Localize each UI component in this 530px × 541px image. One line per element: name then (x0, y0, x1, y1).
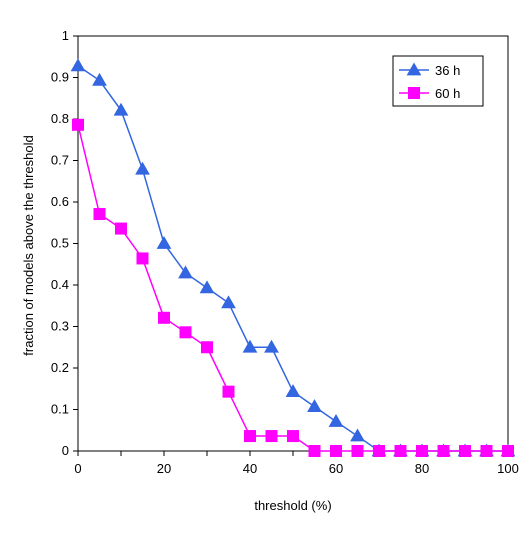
y-tick-label: 0.4 (51, 277, 69, 292)
legend-item: 36 h (399, 62, 460, 78)
data-point-square (437, 445, 450, 457)
y-tick-label: 0.2 (51, 360, 69, 375)
data-point-triangle (199, 280, 215, 294)
data-point-triangle (406, 62, 422, 76)
y-axis: 0 0.1 0.2 0.3 0.4 0.5 0.6 0.7 0.8 0.9 1 (51, 28, 78, 458)
data-point-square (115, 222, 127, 235)
x-tick-label: 80 (415, 461, 429, 476)
data-point-square (351, 445, 364, 457)
data-point-triangle (92, 72, 107, 86)
y-axis-label: fraction of models above the threshold (21, 135, 36, 355)
x-tick-label: 100 (497, 461, 519, 476)
x-tick-label: 60 (329, 461, 343, 476)
data-point-square (394, 445, 407, 457)
data-point-square (244, 430, 256, 443)
data-point-triangle (264, 339, 279, 353)
y-tick-label: 0.3 (51, 319, 69, 334)
data-point-triangle (307, 399, 322, 412)
data-point-square (158, 311, 170, 324)
data-point-triangle (221, 295, 236, 309)
x-tick-label: 40 (243, 461, 257, 476)
data-point-triangle (156, 235, 172, 249)
y-tick-label: 0.5 (51, 236, 69, 251)
data-point-square (72, 118, 84, 131)
y-tick-label: 0.7 (51, 153, 69, 168)
data-point-square (459, 445, 471, 457)
data-point-triangle (328, 414, 344, 427)
data-point-square (408, 87, 420, 99)
data-point-square (330, 445, 342, 457)
y-tick-label: 1 (62, 28, 69, 43)
legend-item: 60 h (399, 86, 460, 101)
y-tick-label: 0.1 (51, 402, 69, 417)
data-point-square (502, 445, 514, 457)
data-point-triangle (113, 102, 129, 116)
legend-label: 36 h (435, 63, 460, 78)
y-tick-label: 0.8 (51, 111, 69, 126)
y-tick-label: 0.6 (51, 194, 69, 209)
data-point-triangle (70, 58, 86, 72)
data-point-square (93, 208, 106, 221)
legend-label: 60 h (435, 86, 460, 101)
data-point-square (287, 430, 299, 443)
data-point-square (179, 326, 192, 339)
data-point-square (416, 445, 428, 457)
x-tick-label: 20 (157, 461, 171, 476)
data-point-triangle (135, 161, 150, 175)
x-axis-label: threshold (%) (254, 498, 331, 513)
data-point-square (308, 445, 321, 457)
data-point-triangle (285, 384, 301, 398)
y-tick-label: 0 (62, 443, 69, 458)
data-point-triangle (242, 339, 258, 353)
series-layer (70, 58, 516, 457)
x-axis: 0 20 40 60 80 100 (74, 451, 519, 476)
data-point-square (222, 385, 235, 398)
series-2 (72, 118, 514, 457)
legend: 36 h 60 h (392, 55, 484, 107)
data-point-triangle (350, 428, 365, 442)
data-point-square (480, 445, 493, 457)
data-point-square (265, 430, 278, 443)
data-point-triangle (178, 265, 193, 279)
y-tick-label: 0.9 (51, 70, 69, 85)
data-point-square (136, 252, 149, 265)
data-point-square (373, 445, 385, 457)
x-tick-label: 0 (74, 461, 81, 476)
data-point-square (201, 341, 213, 354)
